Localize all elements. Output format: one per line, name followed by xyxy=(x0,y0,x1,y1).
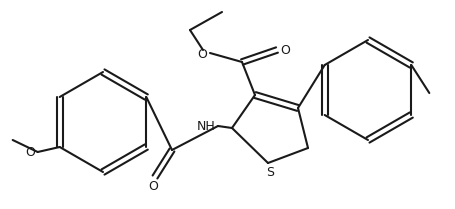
Text: O: O xyxy=(148,181,158,194)
Text: O: O xyxy=(197,47,207,60)
Text: O: O xyxy=(25,147,35,159)
Text: NH: NH xyxy=(196,120,215,133)
Text: S: S xyxy=(266,167,274,180)
Text: O: O xyxy=(280,43,290,56)
